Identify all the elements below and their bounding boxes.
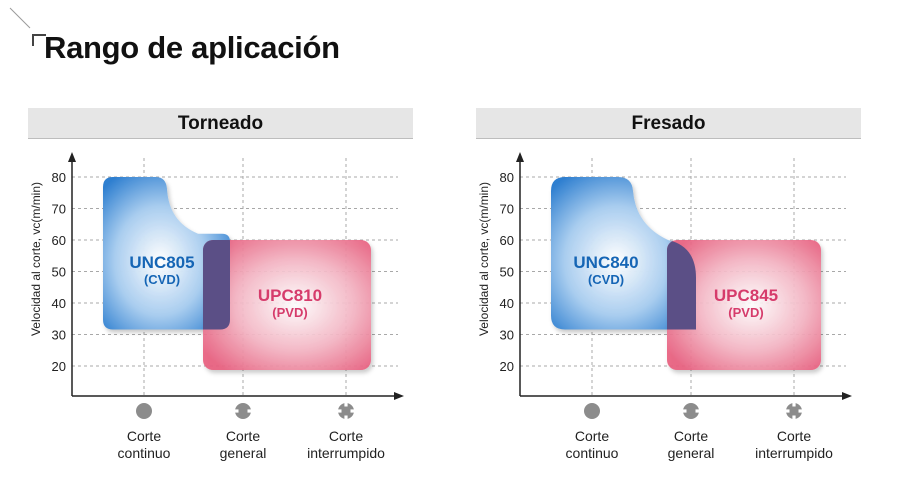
region-label: UNC805 [129,253,194,272]
solid-circle-icon [584,403,600,419]
y-tick-label: 50 [500,265,514,280]
x-category-label: interrumpido [307,445,385,461]
cross-circle-icon [337,402,355,420]
region-label: UPC845 [714,286,778,305]
y-tick-label: 30 [500,328,514,343]
y-tick-label: 70 [500,202,514,217]
region-label: UPC810 [258,286,322,305]
axes [516,152,852,400]
x-category-label: interrumpido [755,445,833,461]
y-tick-label: 70 [52,202,66,217]
chart-title: Fresado [476,108,861,139]
y-tick-label: 80 [500,170,514,185]
solid-circle-icon [136,403,152,419]
y-tick-label: 60 [52,233,66,248]
y-tick-label: 20 [52,359,66,374]
y-tick-label: 30 [52,328,66,343]
cross-circle-icon [785,402,803,420]
chart-title: Torneado [28,108,413,139]
y-tick-label: 80 [52,170,66,185]
notched-circle-icon [682,403,700,419]
region-sublabel: (PVD) [272,305,307,320]
region-sublabel: (CVD) [588,272,624,287]
region-sublabel: (CVD) [144,272,180,287]
chart-fresado: 20 30 40 50 60 70 80 Velocidad al corte, vc(m/m… [477,152,852,461]
x-category-label: Corte [127,428,161,444]
region-sublabel: (PVD) [728,305,763,320]
x-category-label: Corte [226,428,260,444]
y-axis-label: Velocidad al corte, vc(m/min) [477,182,491,336]
x-category-label: Corte [674,428,708,444]
y-tick-label: 20 [500,359,514,374]
y-tick-label: 40 [500,296,514,311]
x-category-label: continuo [118,445,171,461]
chart-panel-fresado: Fresado 20 30 40 50 60 70 80 Velocidad al corte… [476,108,861,498]
chart-torneado: 20 30 40 50 60 70 80 Velocidad al corte, vc(m/m… [29,152,404,461]
region-label: UNC840 [573,253,638,272]
corner-mark-decoration [9,7,46,46]
region-unc805 [103,177,230,330]
x-category-label: Corte [329,428,363,444]
y-tick-label: 40 [52,296,66,311]
page-title: Rango de aplicación [44,30,340,65]
x-category-label: Corte [575,428,609,444]
axes [68,152,404,400]
chart-panel-torneado: Torneado 20 30 40 50 60 70 80 Velocidad al cort… [28,108,413,498]
y-tick-label: 50 [52,265,66,280]
region-upc810 [203,240,371,370]
region-upc845 [667,240,821,370]
notched-circle-icon [234,403,252,419]
x-category-label: general [220,445,267,461]
y-axis-label: Velocidad al corte, vc(m/min) [29,182,43,336]
y-tick-label: 60 [500,233,514,248]
region-unc840 [551,177,696,330]
x-category-label: continuo [566,445,619,461]
x-category-label: general [668,445,715,461]
x-category-label: Corte [777,428,811,444]
